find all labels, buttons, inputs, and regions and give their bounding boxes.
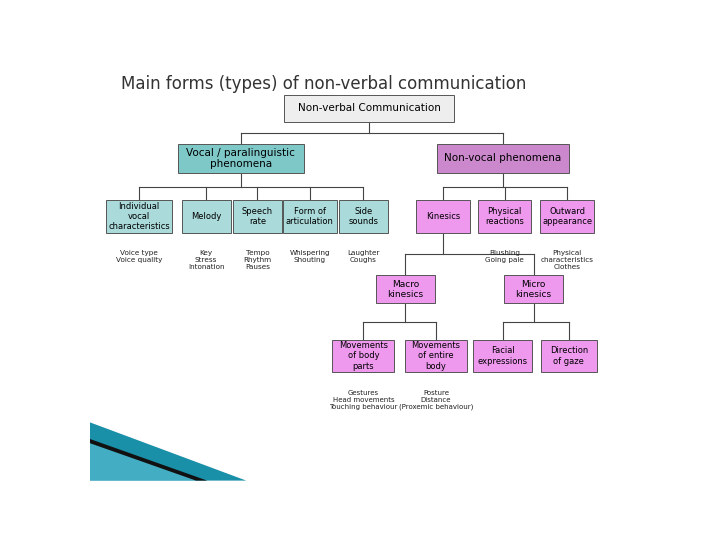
Text: Non-vocal phenomena: Non-vocal phenomena [444,153,562,164]
Text: Physical
characteristics
Clothes: Physical characteristics Clothes [541,250,593,270]
FancyBboxPatch shape [416,200,470,233]
FancyBboxPatch shape [504,275,563,303]
FancyBboxPatch shape [478,200,531,233]
Text: Posture
Distance
(Proxemic behaviour): Posture Distance (Proxemic behaviour) [399,390,473,410]
Text: Direction
of gaze: Direction of gaze [549,346,588,366]
Text: Laughter
Coughs: Laughter Coughs [347,250,379,263]
Text: Melody: Melody [191,212,221,221]
Polygon shape [90,439,207,481]
Text: Main forms (types) of non-verbal communication: Main forms (types) of non-verbal communi… [121,75,526,93]
Text: Individual
vocal
characteristics: Individual vocal characteristics [108,201,170,232]
Text: Speech
rate: Speech rate [242,207,273,226]
Polygon shape [90,443,202,481]
FancyBboxPatch shape [284,95,454,122]
Text: Blushing
Going pale: Blushing Going pale [485,250,524,263]
FancyBboxPatch shape [181,200,230,233]
Text: Physical
reactions: Physical reactions [485,207,524,226]
FancyBboxPatch shape [283,200,337,233]
FancyBboxPatch shape [233,200,282,233]
Text: Macro
kinesics: Macro kinesics [387,280,423,299]
Polygon shape [90,422,246,481]
Text: Side
sounds: Side sounds [348,207,379,226]
Text: Form of
articulation: Form of articulation [286,207,334,226]
Text: Micro
kinesics: Micro kinesics [516,280,552,299]
Text: Vocal / paralinguistic
phenomena: Vocal / paralinguistic phenomena [186,147,295,169]
Text: Whispering
Shouting: Whispering Shouting [289,250,330,263]
FancyBboxPatch shape [178,144,304,173]
FancyBboxPatch shape [333,340,395,372]
Text: Movements
of entire
body: Movements of entire body [411,341,461,371]
Text: Outward
appearance: Outward appearance [542,207,592,226]
FancyBboxPatch shape [540,200,594,233]
Text: Kinesics: Kinesics [426,212,460,221]
FancyBboxPatch shape [437,144,569,173]
FancyBboxPatch shape [106,200,172,233]
Text: Movements
of body
parts: Movements of body parts [339,341,388,371]
FancyBboxPatch shape [376,275,435,303]
FancyBboxPatch shape [339,200,388,233]
Text: Voice type
Voice quality: Voice type Voice quality [116,250,162,263]
Text: Facial
expressions: Facial expressions [478,346,528,366]
Text: Gestures
Head movements
Touching behaviour: Gestures Head movements Touching behavio… [329,390,397,410]
FancyBboxPatch shape [405,340,467,372]
Text: Tempo
Rhythm
Pauses: Tempo Rhythm Pauses [243,250,271,270]
FancyBboxPatch shape [541,340,597,372]
Text: Non-verbal Communication: Non-verbal Communication [297,104,441,113]
Text: Key
Stress
Intonation: Key Stress Intonation [188,250,225,270]
FancyBboxPatch shape [473,340,533,372]
